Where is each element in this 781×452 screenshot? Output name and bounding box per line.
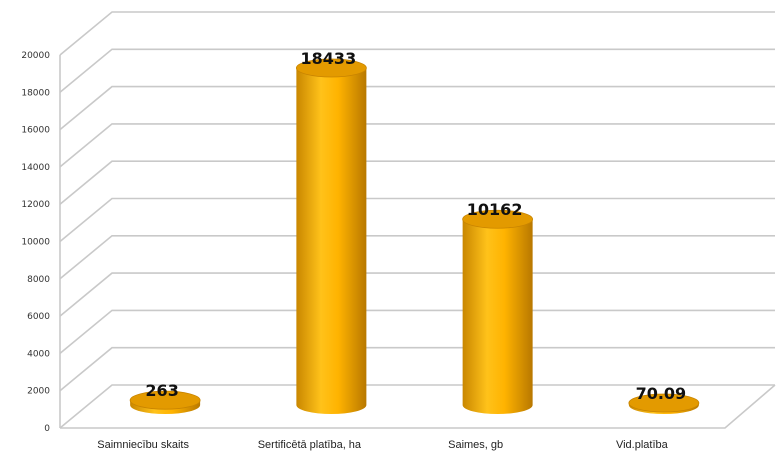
- data-label: 263: [145, 381, 178, 400]
- data-label: 18433: [301, 49, 357, 68]
- y-tick-label: 6000: [27, 312, 50, 322]
- data-label: 70.09: [636, 384, 687, 403]
- y-tick-label: 12000: [21, 200, 50, 210]
- chart-walls: [59, 55, 776, 429]
- y-tick-label: 0: [44, 424, 50, 434]
- gridline: [59, 85, 775, 131]
- category-label: Saimniecību skaits: [97, 439, 189, 451]
- y-tick-label: 10000: [21, 238, 50, 248]
- bar: [129, 390, 201, 414]
- bar-top: [295, 58, 367, 78]
- bar-top: [462, 209, 534, 229]
- gridline: [59, 272, 775, 317]
- y-tick-label: 4000: [27, 349, 50, 359]
- bars: [129, 58, 700, 414]
- bar-top: [129, 390, 201, 410]
- y-tick-label: 16000: [21, 126, 50, 136]
- bar-top: [628, 393, 700, 413]
- gridline: [59, 11, 775, 56]
- x-axis-categories: Saimniecību skaits Sertificētā platība, h…: [97, 439, 668, 451]
- bar: [462, 209, 534, 414]
- y-tick-label: 18000: [21, 88, 50, 98]
- category-label: Sertificētā platība, ha: [258, 439, 362, 451]
- y-tick-label: 8000: [27, 275, 50, 285]
- data-labels: 263 18433 10162 70.09: [145, 49, 686, 403]
- bar: [295, 58, 367, 414]
- gridline: [59, 48, 775, 93]
- bar-body: [296, 68, 367, 414]
- gridlines: [59, 11, 775, 429]
- gridline: [59, 384, 775, 429]
- gridline: [59, 346, 775, 392]
- y-tick-label: 20000: [21, 51, 50, 61]
- data-label: 10162: [467, 200, 523, 219]
- gridline: [59, 197, 775, 243]
- gridline: [59, 309, 775, 355]
- y-tick-label: 2000: [27, 387, 50, 397]
- gridline: [59, 123, 775, 168]
- bar: [628, 393, 700, 414]
- floor-line: [60, 384, 776, 429]
- gridline: [59, 160, 775, 205]
- y-axis-ticks: 0 2000 4000 6000 8000 10000 12000 14000 16000 180…: [21, 51, 50, 434]
- y-tick-label: 14000: [21, 163, 50, 173]
- category-label: Saimes, gb: [448, 439, 503, 451]
- bar-body: [462, 219, 533, 414]
- category-label: Vid.platība: [616, 439, 669, 451]
- gridline: [59, 235, 775, 280]
